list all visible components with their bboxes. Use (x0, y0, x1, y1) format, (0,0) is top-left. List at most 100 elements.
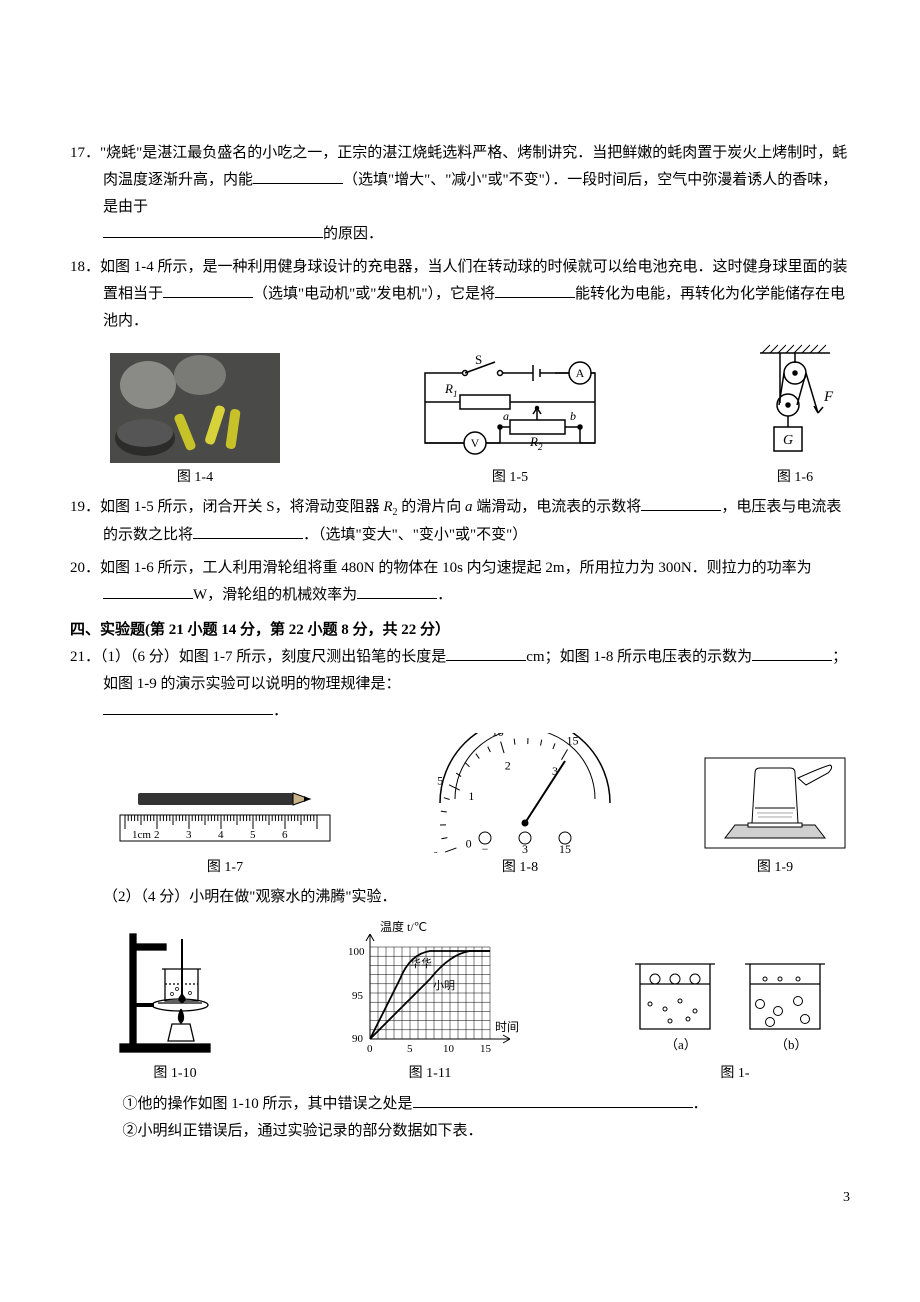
svg-text:2: 2 (505, 759, 511, 773)
label-a: （a） (665, 1037, 697, 1052)
text: ． (437, 587, 452, 603)
question-17: 17．"烧蚝"是湛江最负盛名的小吃之一，正宗的湛江烧蚝选料严格、烤制讲究．当把鲜… (70, 140, 850, 248)
blank[interactable] (103, 598, 193, 599)
figure-1-4: 图 1-4 (110, 353, 280, 490)
term-15: 15 (559, 842, 571, 853)
temp-time-chart: 温度 t/℃ 时间 100 95 90 0 5 10 15 华华 小明 (330, 919, 530, 1059)
xt: 0 (367, 1043, 373, 1055)
label-a: a (503, 409, 509, 423)
caption: 图 1-10 (153, 1061, 196, 1086)
svg-text:1: 1 (468, 789, 474, 803)
photo-placeholder (110, 353, 280, 463)
xlabel: 时间 (495, 1020, 519, 1034)
svg-text:4: 4 (218, 829, 224, 841)
figure-row-2: 1cm 23456 图 1-7 051015 0123 − 3 15 图 1 (110, 733, 850, 880)
figure-1-11: 温度 t/℃ 时间 100 95 90 0 5 10 15 华华 小明 图 1-… (330, 919, 530, 1086)
item-2: ②小明纠正错误后，通过实验记录的部分数据如下表． (123, 1118, 851, 1145)
label-R2: R2 (529, 434, 543, 452)
yt: 100 (348, 946, 365, 958)
text: 端滑动，电流表的示数将 (473, 499, 642, 515)
xt: 10 (443, 1043, 455, 1055)
var-R: R (383, 499, 392, 515)
figure-1-12: （a） （b） 图 1- (620, 949, 850, 1086)
ruler-diagram: 1cm 2 3 4 5 6 (110, 783, 340, 853)
caption: 图 1-11 (409, 1061, 452, 1086)
text: （选填"电动机"或"发电机"），它是将 (253, 286, 495, 302)
text: ①他的操作如图 1-10 所示，其中错误之处是 (123, 1096, 413, 1112)
q21-part2-lead: （2）（4 分）小明在做"观察水的沸腾"实验． (70, 884, 850, 911)
svg-text:10: 10 (492, 733, 504, 739)
label-V: V (471, 436, 480, 450)
question-20: 20．如图 1-6 所示，工人利用滑轮组将重 480N 的物体在 10s 内匀速… (70, 555, 850, 609)
label-b: b (570, 409, 576, 423)
blank[interactable] (253, 183, 343, 184)
var-a: a (465, 499, 473, 515)
text: ． (693, 1096, 708, 1112)
page-number: 3 (70, 1145, 850, 1210)
boiling-apparatus (110, 919, 240, 1059)
blank[interactable] (446, 660, 526, 661)
svg-text:2: 2 (154, 829, 160, 841)
qnum: 18． (70, 259, 100, 275)
svg-text:5: 5 (250, 829, 256, 841)
svg-text:15: 15 (567, 734, 579, 748)
blank[interactable] (641, 510, 721, 511)
svg-text:6: 6 (282, 829, 288, 841)
series-label: 华华 (410, 956, 432, 970)
question-18: 18．如图 1-4 所示，是一种利用健身球设计的充电器，当人们在转动球的时候就可… (70, 254, 850, 335)
text: （2）（4 分）小明在做"观察水的沸腾"实验． (103, 889, 397, 905)
figure-row-3: 图 1-10 温度 t/℃ 时间 100 95 90 0 5 10 (110, 919, 850, 1086)
label-S: S (475, 352, 482, 367)
blank[interactable] (103, 714, 273, 715)
qnum: 19． (70, 499, 100, 515)
text: ②小明纠正错误后，通过实验记录的部分数据如下表． (123, 1123, 483, 1139)
beaker-pair: （a） （b） (620, 949, 850, 1059)
svg-text:0: 0 (433, 849, 439, 854)
ylabel: 温度 t/℃ (380, 919, 427, 934)
text: 如图 1-6 所示，工人利用滑轮组将重 480N 的物体在 10s 内匀速提起 … (100, 560, 812, 576)
text: ． (273, 703, 288, 719)
svg-text:5: 5 (437, 774, 443, 788)
yt: 90 (352, 1033, 364, 1045)
label-G: G (783, 433, 793, 448)
label-R1: R1 (444, 381, 457, 399)
qnum: 20． (70, 560, 100, 576)
text: ．（选填"变大"、"变小"或"不变"） (303, 527, 527, 543)
blank[interactable] (193, 538, 303, 539)
series-label: 小明 (433, 979, 455, 992)
text: cm；如图 1-8 所示电压表的示数为 (526, 649, 752, 665)
blank[interactable] (495, 297, 575, 298)
term-3: 3 (522, 842, 528, 853)
svg-text:0: 0 (466, 837, 472, 851)
figure-1-9: 图 1-9 (700, 753, 850, 880)
figure-1-7: 1cm 23456 图 1-7 (110, 783, 340, 880)
figure-1-10: 图 1-10 (110, 919, 240, 1086)
term-minus: − (482, 842, 489, 853)
svg-text:3: 3 (552, 764, 558, 778)
figure-row-1: 图 1-4 (110, 343, 850, 490)
question-19: 19．如图 1-5 所示，闭合开关 S，将滑动变阻器 R2 的滑片向 a 端滑动… (70, 494, 850, 549)
text: 如图 1-5 所示，闭合开关 S，将滑动变阻器 (100, 499, 383, 515)
label-A: A (576, 366, 585, 380)
caption: 图 1-8 (502, 855, 538, 880)
blank[interactable] (357, 598, 437, 599)
voltmeter-diagram: 0 5 10 15 0 1 2 3 − 3 15 (415, 733, 625, 853)
q21-part2-items: ①他的操作如图 1-10 所示，其中错误之处是 ． ②小明纠正错误后，通过实验记录… (70, 1091, 850, 1145)
blank[interactable] (163, 297, 253, 298)
caption: 图 1-9 (757, 855, 793, 880)
ruler-unit: 1cm (132, 829, 151, 841)
svg-text:3: 3 (186, 829, 192, 841)
yt: 95 (352, 990, 364, 1002)
qnum: 21． (70, 649, 100, 665)
label-F: F (823, 389, 834, 405)
blank[interactable] (752, 660, 832, 661)
text: W，滑轮组的机械效率为 (193, 587, 357, 603)
text: （1）（6 分）如图 1-7 所示，刻度尺测出铅笔的长度是 (100, 649, 446, 665)
text: 的滑片向 (398, 499, 466, 515)
blank[interactable] (413, 1107, 693, 1108)
figure-1-5: S A V R1 R2 a b 图 1-5 (405, 348, 615, 490)
atm-pressure-diagram (700, 753, 850, 853)
blank[interactable] (103, 237, 323, 238)
figure-1-6: F G 图 1-6 (740, 343, 850, 490)
section-4-title: 四、实验题(第 21 小题 14 分，第 22 小题 8 分，共 22 分） (70, 617, 850, 644)
